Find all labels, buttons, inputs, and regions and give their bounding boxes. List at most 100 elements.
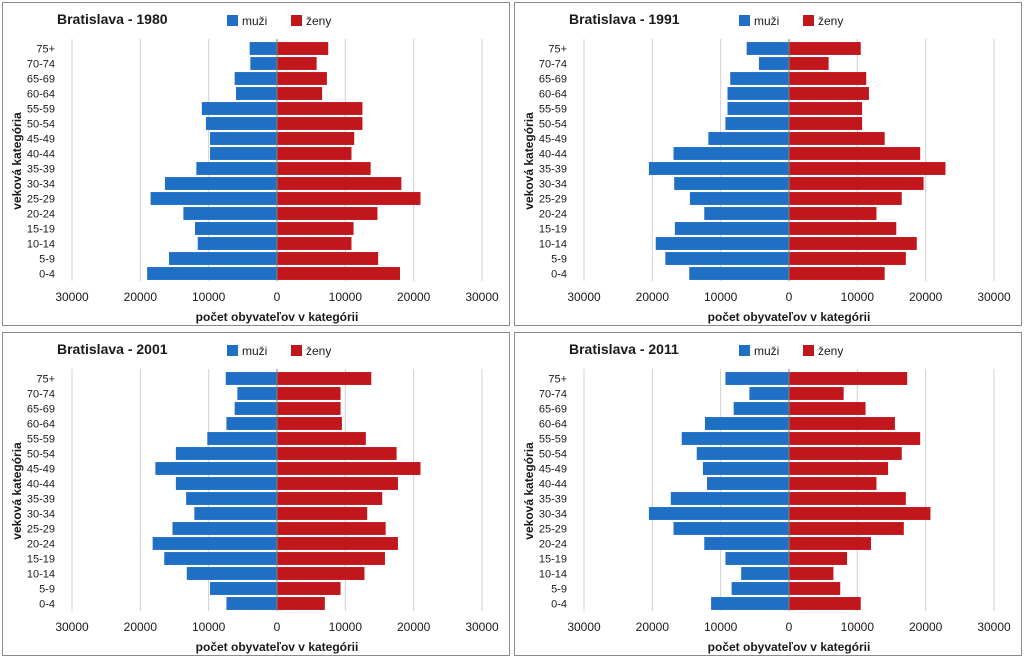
bar-female-20-24 xyxy=(277,207,378,220)
x-axis-label: počet obyvateľov v kategórii xyxy=(196,310,359,324)
bar-female-20-24 xyxy=(789,537,871,550)
y-tick-label: 30-34 xyxy=(27,179,55,191)
bar-male-75plus xyxy=(225,372,277,385)
bar-female-35-39 xyxy=(277,162,371,175)
legend-label-female: ženy xyxy=(818,344,843,358)
bar-female-65-69 xyxy=(277,72,327,85)
x-tick-label: 30000 xyxy=(977,290,1011,304)
bar-male-35-39 xyxy=(670,492,789,505)
y-tick-label: 0-4 xyxy=(39,269,55,281)
bar-female-20-24 xyxy=(789,207,877,220)
bar-male-60-64 xyxy=(704,417,789,430)
y-tick-label: 65-69 xyxy=(27,404,55,416)
y-tick-label: 40-44 xyxy=(27,149,55,161)
bar-male-10-14 xyxy=(197,237,277,250)
x-axis-label: počet obyvateľov v kategórii xyxy=(708,310,871,324)
bar-male-65-69 xyxy=(234,72,277,85)
legend-label-male: muži xyxy=(754,14,779,28)
legend-swatch-male xyxy=(739,345,750,356)
y-tick-label: 25-29 xyxy=(539,194,567,206)
y-tick-label: 15-19 xyxy=(27,554,55,566)
bar-female-30-34 xyxy=(277,507,368,520)
y-tick-label: 70-74 xyxy=(539,59,567,71)
y-tick-label: 65-69 xyxy=(539,74,567,86)
bar-male-65-69 xyxy=(730,72,789,85)
bar-female-25-29 xyxy=(277,522,386,535)
y-tick-label: 5-9 xyxy=(551,584,567,596)
y-tick-label: 20-24 xyxy=(27,209,55,221)
bar-male-20-24 xyxy=(704,207,789,220)
x-tick-label: 30000 xyxy=(55,290,89,304)
y-tick-label: 70-74 xyxy=(27,59,55,71)
y-tick-label: 30-34 xyxy=(27,509,55,521)
y-tick-label: 45-49 xyxy=(27,464,55,476)
y-tick-label: 50-54 xyxy=(27,449,55,461)
y-tick-label: 10-14 xyxy=(539,569,567,581)
bar-male-20-24 xyxy=(183,207,277,220)
bar-female-25-29 xyxy=(789,522,904,535)
bar-female-55-59 xyxy=(277,102,363,115)
legend-swatch-male xyxy=(227,345,238,356)
bar-female-5-9 xyxy=(277,582,341,595)
bar-female-5-9 xyxy=(277,252,379,265)
bar-female-65-69 xyxy=(789,402,866,415)
bar-male-30-34 xyxy=(674,177,789,190)
legend-label-male: muži xyxy=(242,14,267,28)
bar-female-75plus xyxy=(789,372,908,385)
bar-male-45-49 xyxy=(210,132,277,145)
bar-female-35-39 xyxy=(277,492,383,505)
bar-male-60-64 xyxy=(727,87,789,100)
bar-male-25-29 xyxy=(673,522,789,535)
bar-male-60-64 xyxy=(236,87,277,100)
y-tick-label: 60-64 xyxy=(539,89,567,101)
y-tick-label: 40-44 xyxy=(27,479,55,491)
x-tick-label: 10000 xyxy=(841,290,875,304)
x-tick-label: 0 xyxy=(786,290,793,304)
bar-male-50-54 xyxy=(725,117,789,130)
chart-panel-2001: 0-4 5-9 10-14 15-19 20-24 25-29 30-34 35-39 40-4… xyxy=(2,332,510,656)
x-tick-label: 30000 xyxy=(465,620,499,634)
bar-male-25-29 xyxy=(172,522,277,535)
bar-female-0-4 xyxy=(789,267,885,280)
bar-female-15-19 xyxy=(277,222,354,235)
y-tick-label: 55-59 xyxy=(27,104,55,116)
bar-male-70-74 xyxy=(250,57,277,70)
y-tick-label: 10-14 xyxy=(539,239,567,251)
bar-female-25-29 xyxy=(277,192,421,205)
bar-male-35-39 xyxy=(186,492,277,505)
bar-female-25-29 xyxy=(789,192,902,205)
bar-female-30-34 xyxy=(789,177,924,190)
bar-female-60-64 xyxy=(277,417,342,430)
bar-male-10-14 xyxy=(186,567,277,580)
bar-male-5-9 xyxy=(665,252,789,265)
bar-male-40-44 xyxy=(210,147,277,160)
y-tick-label: 75+ xyxy=(36,374,55,386)
bar-female-0-4 xyxy=(277,597,325,610)
legend-swatch-female xyxy=(803,345,814,356)
bar-female-10-14 xyxy=(789,237,917,250)
y-tick-label: 15-19 xyxy=(539,224,567,236)
bar-male-55-59 xyxy=(681,432,789,445)
population-pyramid-1991: 0-4 5-9 10-14 15-19 20-24 25-29 30-34 35-39 40-4… xyxy=(522,11,1011,324)
bar-male-50-54 xyxy=(175,447,277,460)
bar-female-65-69 xyxy=(789,72,867,85)
x-tick-label: 20000 xyxy=(124,290,158,304)
y-tick-label: 20-24 xyxy=(539,539,567,551)
bar-female-55-59 xyxy=(789,432,921,445)
bar-male-15-19 xyxy=(725,552,789,565)
y-tick-label: 10-14 xyxy=(27,239,55,251)
bar-female-40-44 xyxy=(789,147,921,160)
y-axis-label: veková kategória xyxy=(522,442,536,540)
y-tick-label: 0-4 xyxy=(39,599,55,611)
bar-male-25-29 xyxy=(689,192,789,205)
bar-female-70-74 xyxy=(789,57,829,70)
x-tick-label: 0 xyxy=(274,620,281,634)
x-tick-label: 30000 xyxy=(465,290,499,304)
x-tick-label: 30000 xyxy=(55,620,89,634)
y-tick-label: 65-69 xyxy=(27,74,55,86)
bar-female-50-54 xyxy=(277,447,397,460)
y-tick-label: 35-39 xyxy=(539,494,567,506)
bar-male-70-74 xyxy=(758,57,789,70)
bar-female-50-54 xyxy=(789,447,902,460)
bar-male-0-4 xyxy=(147,267,277,280)
